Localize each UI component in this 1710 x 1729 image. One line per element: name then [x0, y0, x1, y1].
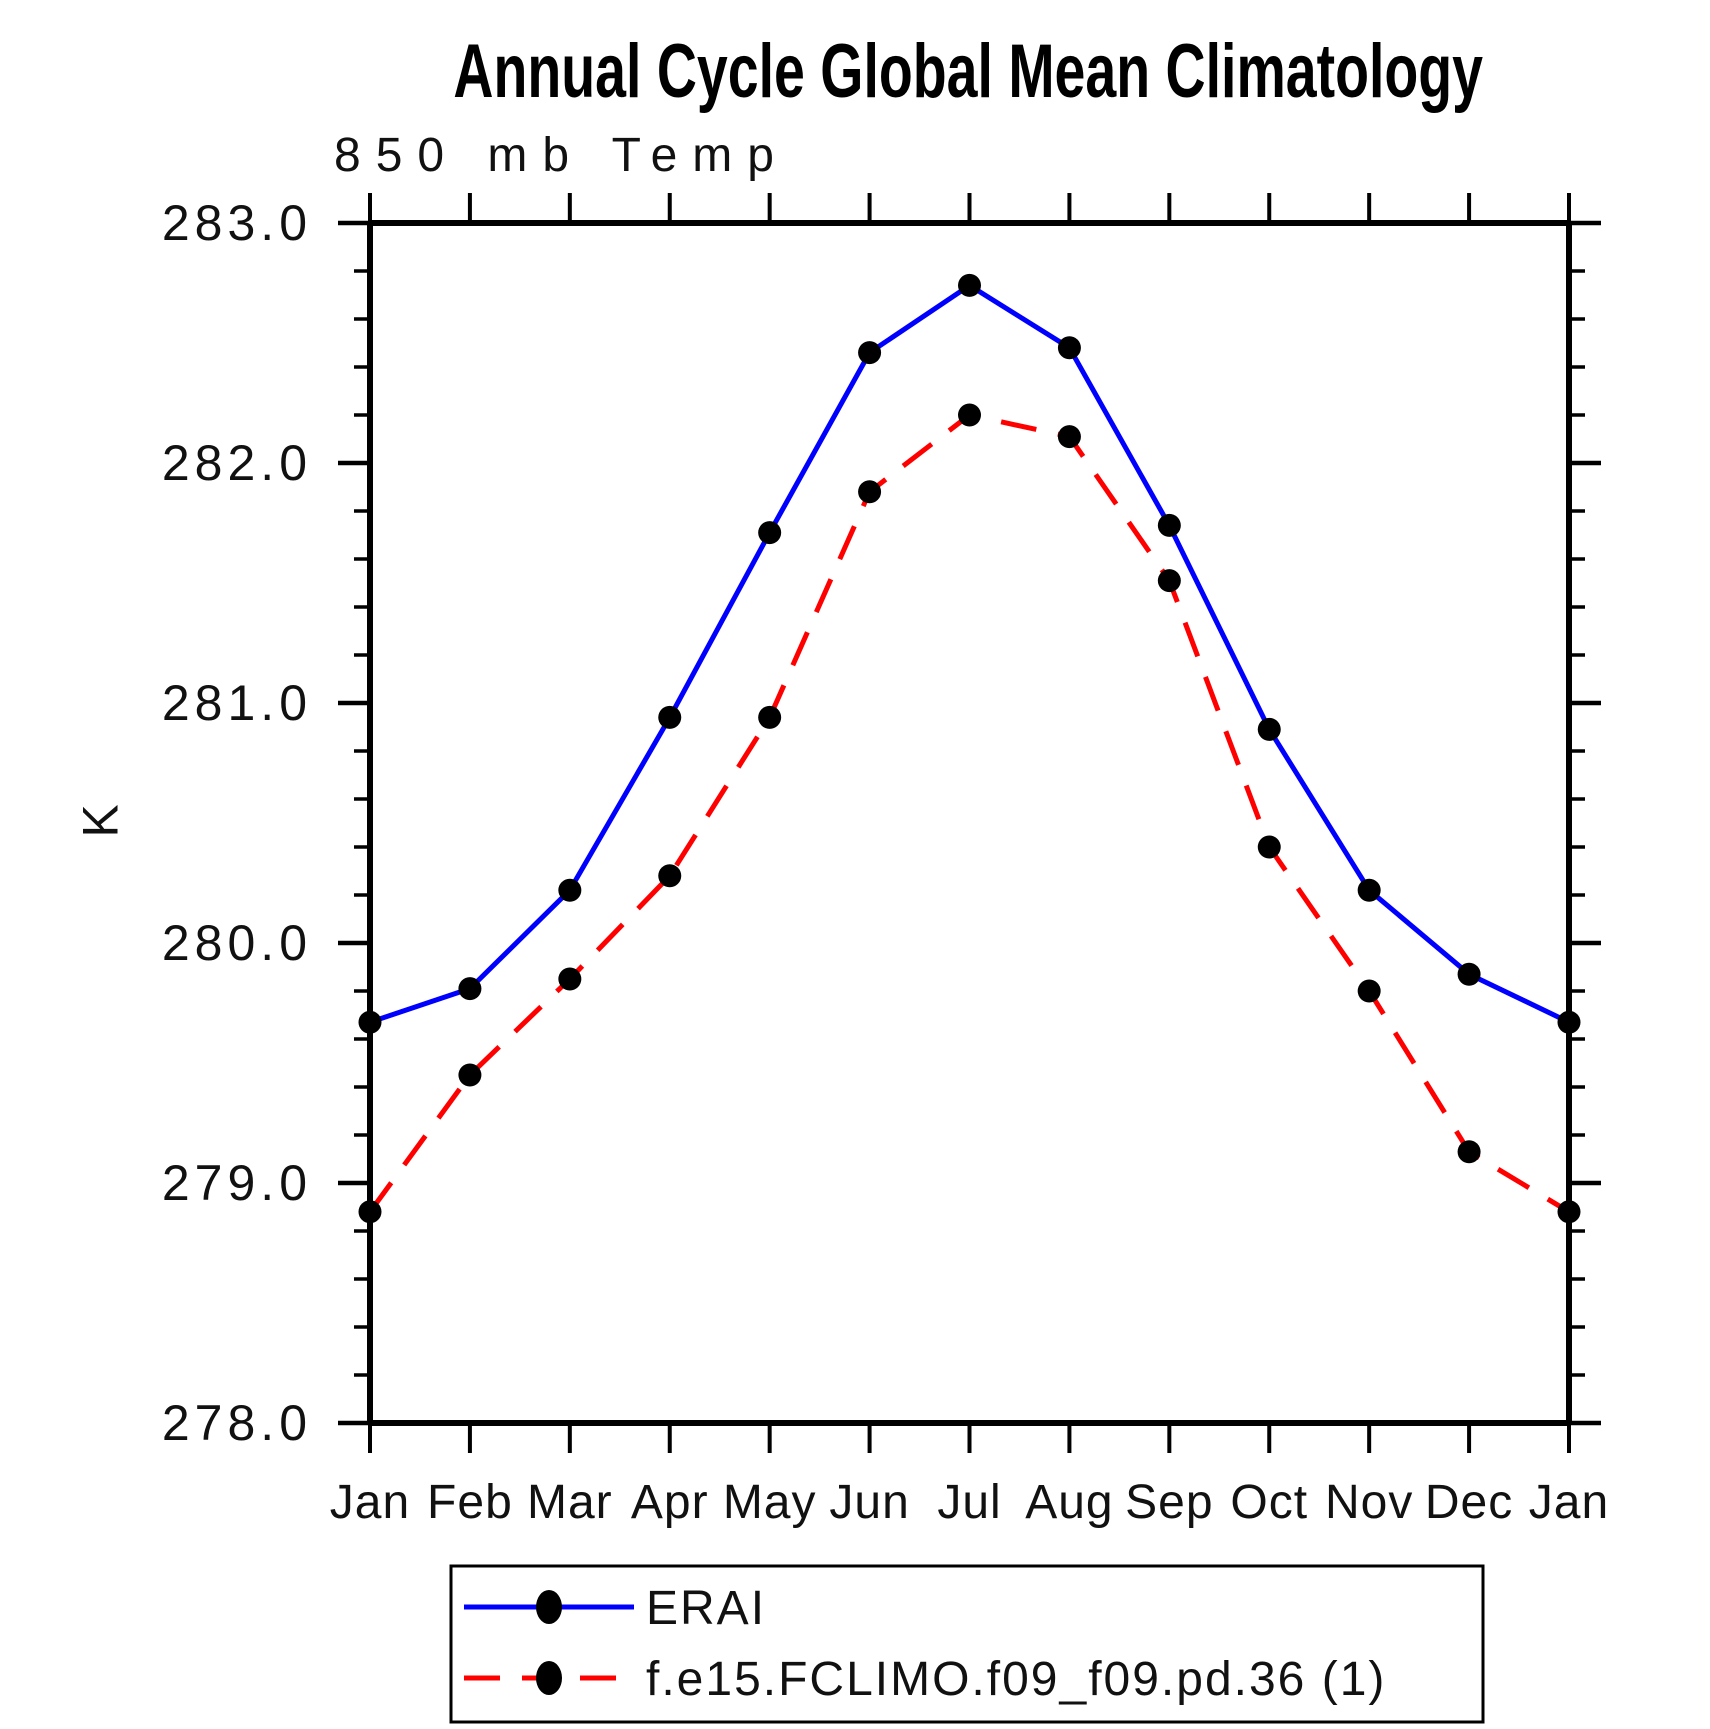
x-tick-label: Mar — [527, 1476, 613, 1529]
x-tick-label: Jul — [937, 1476, 1001, 1529]
data-point-marker — [1057, 425, 1081, 449]
data-point-marker — [858, 341, 882, 365]
y-tick-label: 282.0 — [162, 435, 312, 491]
legend-marker — [536, 1590, 562, 1624]
data-point-marker — [558, 967, 582, 991]
data-point-marker — [758, 705, 782, 729]
x-tick-label: Sep — [1125, 1476, 1213, 1529]
data-point-marker — [758, 521, 782, 545]
data-point-marker — [358, 1010, 382, 1034]
data-point-marker — [1057, 336, 1081, 360]
y-tick-label: 280.0 — [162, 915, 312, 971]
data-point-marker — [1557, 1200, 1581, 1224]
x-tick-label: Apr — [631, 1476, 709, 1529]
x-tick-label: Jan — [1529, 1476, 1609, 1529]
data-point-marker — [1157, 513, 1181, 537]
y-tick-label: 279.0 — [162, 1155, 312, 1211]
data-point-marker — [1357, 979, 1381, 1003]
data-point-marker — [958, 273, 981, 297]
data-point-marker — [558, 878, 582, 902]
legend-box — [449, 1564, 1485, 1724]
y-tick-label: 283.0 — [162, 195, 312, 251]
data-point-marker — [1257, 835, 1281, 859]
data-point-marker — [858, 480, 882, 504]
y-tick-label: 281.0 — [162, 675, 312, 731]
y-tick-label: 278.0 — [162, 1395, 312, 1451]
data-point-marker — [1157, 569, 1181, 593]
legend-label: f.e15.FCLIMO.f09_f09.pd.36 (1) — [646, 1653, 1386, 1706]
x-tick-label: Nov — [1325, 1476, 1413, 1529]
data-point-marker — [458, 977, 482, 1001]
x-tick-label: Jun — [829, 1476, 909, 1529]
data-point-marker — [1257, 717, 1281, 741]
x-tick-label: May — [723, 1476, 817, 1529]
x-tick-label: Dec — [1425, 1476, 1513, 1529]
data-point-marker — [658, 864, 682, 888]
legend-label: ERAI — [646, 1582, 766, 1635]
data-point-marker — [958, 403, 981, 427]
data-point-marker — [358, 1200, 382, 1224]
x-tick-label: Oct — [1230, 1476, 1308, 1529]
series-line-1 — [367, 412, 1571, 1214]
x-tick-label: Jan — [330, 1476, 410, 1529]
data-point-marker — [658, 705, 682, 729]
data-point-marker — [1457, 962, 1481, 986]
data-point-marker — [1357, 878, 1381, 902]
chart-title: Annual Cycle Global Mean Climatology — [453, 29, 1483, 114]
series-line-0 — [369, 282, 1571, 1025]
data-point-marker — [1557, 1010, 1581, 1034]
data-point-marker — [458, 1063, 482, 1087]
x-tick-label: Feb — [427, 1476, 513, 1529]
chart-subtitle: 850 mb Temp — [334, 129, 789, 182]
x-tick-label: Aug — [1025, 1476, 1113, 1529]
data-point-marker — [1457, 1140, 1481, 1164]
legend-marker — [536, 1661, 562, 1695]
